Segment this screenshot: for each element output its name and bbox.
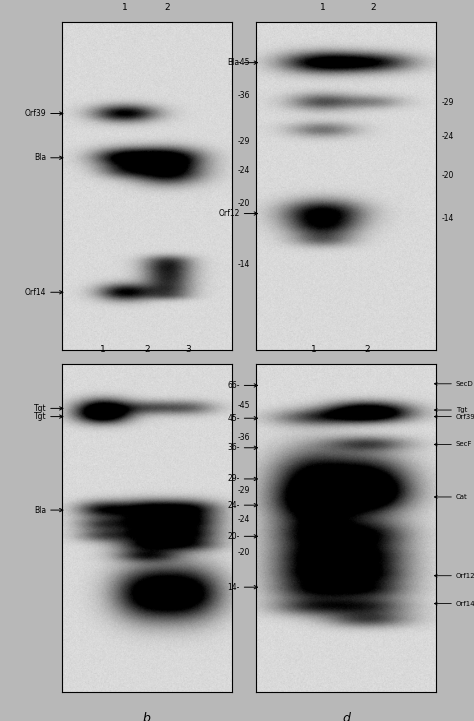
Text: -45: -45 <box>237 401 250 410</box>
Text: 29-: 29- <box>228 474 240 483</box>
Text: 45-: 45- <box>227 414 240 423</box>
Text: Orf12: Orf12 <box>456 572 474 579</box>
Text: -29: -29 <box>237 137 250 146</box>
Text: 36-: 36- <box>227 443 240 452</box>
Text: SecD: SecD <box>456 381 474 386</box>
Text: -14: -14 <box>237 260 250 269</box>
Text: Orf39: Orf39 <box>456 414 474 420</box>
Text: 66-: 66- <box>227 381 240 390</box>
Text: -36: -36 <box>237 433 250 443</box>
Text: d: d <box>342 712 350 721</box>
Text: 2: 2 <box>370 3 376 12</box>
Text: -24: -24 <box>237 516 250 524</box>
Text: Tgt: Tgt <box>456 407 467 413</box>
Text: c: c <box>343 369 349 382</box>
Text: -14: -14 <box>441 214 454 223</box>
Text: 2: 2 <box>164 3 170 12</box>
Text: Bla: Bla <box>34 154 46 162</box>
Text: -20: -20 <box>441 172 454 180</box>
Text: 1: 1 <box>320 3 326 12</box>
Text: b: b <box>143 712 151 721</box>
Text: 1: 1 <box>311 345 317 354</box>
Text: 1: 1 <box>122 3 128 12</box>
Text: 24-: 24- <box>228 500 240 510</box>
Text: -24: -24 <box>441 132 454 141</box>
Text: 2: 2 <box>365 345 371 354</box>
Text: Orf14: Orf14 <box>456 601 474 606</box>
Text: -24: -24 <box>237 167 250 175</box>
Text: -45: -45 <box>237 58 250 67</box>
Text: Tgt: Tgt <box>34 412 46 421</box>
Text: Orf12: Orf12 <box>219 209 240 218</box>
Text: 3: 3 <box>185 345 191 354</box>
Text: Tgt: Tgt <box>34 404 46 413</box>
Text: -20: -20 <box>237 548 250 557</box>
Text: Bla: Bla <box>34 505 46 515</box>
Text: Bla: Bla <box>228 58 240 67</box>
Text: -20: -20 <box>237 199 250 208</box>
Text: Orf39: Orf39 <box>25 109 46 118</box>
Text: 20-: 20- <box>228 532 240 541</box>
Text: Orf14: Orf14 <box>25 288 46 297</box>
Text: -29: -29 <box>237 486 250 495</box>
Text: -36: -36 <box>237 91 250 100</box>
Text: 14-: 14- <box>228 583 240 592</box>
Text: SecF: SecF <box>456 441 473 448</box>
Text: -29: -29 <box>441 97 454 107</box>
Text: 1: 1 <box>100 345 105 354</box>
Text: 2: 2 <box>144 345 150 354</box>
Text: a: a <box>143 369 151 382</box>
Text: Cat: Cat <box>456 494 468 500</box>
